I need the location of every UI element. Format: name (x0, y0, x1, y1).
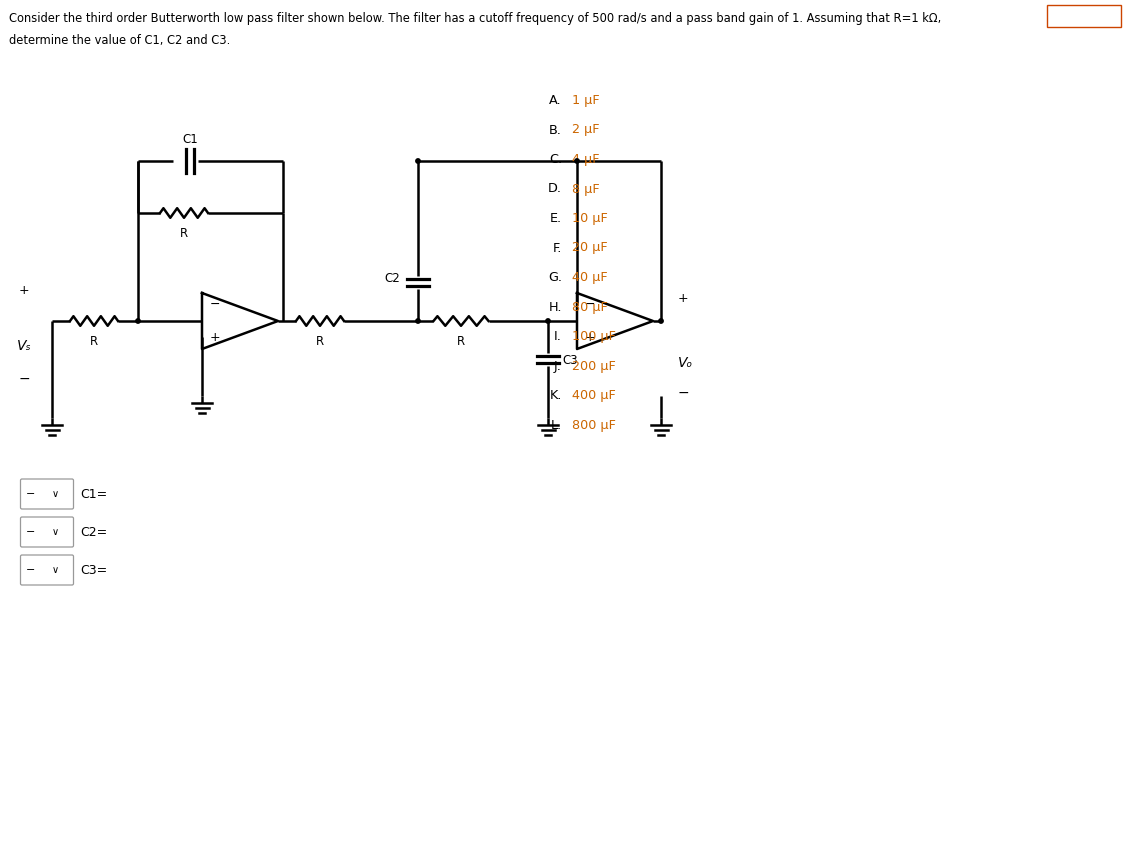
Text: G.: G. (548, 271, 562, 284)
Text: J.: J. (554, 359, 562, 372)
Text: Vₛ: Vₛ (17, 339, 32, 353)
Text: 800 μF: 800 μF (572, 418, 616, 431)
FancyBboxPatch shape (1047, 5, 1121, 27)
Text: 8 μF: 8 μF (572, 183, 600, 196)
Text: −: − (18, 372, 29, 386)
Text: 20 μF: 20 μF (572, 242, 608, 255)
Text: C3: C3 (562, 354, 578, 367)
Text: 4 μF: 4 μF (572, 153, 599, 166)
Text: −: − (585, 298, 596, 311)
Circle shape (135, 319, 140, 323)
Text: −: − (677, 386, 689, 400)
Text: H.: H. (548, 301, 562, 313)
Text: +: + (678, 293, 688, 306)
FancyBboxPatch shape (20, 479, 73, 509)
Text: +: + (19, 285, 29, 298)
Circle shape (575, 158, 579, 163)
Text: B.: B. (549, 124, 562, 137)
Text: R: R (316, 335, 324, 348)
Text: 100 μF: 100 μF (572, 330, 616, 343)
Circle shape (416, 158, 421, 163)
Text: +: + (210, 331, 221, 344)
Text: C1: C1 (182, 133, 197, 146)
Text: −: − (210, 298, 220, 311)
Text: 400 μF: 400 μF (572, 389, 616, 402)
Text: 80 μF: 80 μF (572, 301, 608, 313)
Text: K.: K. (549, 389, 562, 402)
Text: −: − (26, 489, 36, 499)
Text: R: R (180, 227, 188, 240)
Text: I.: I. (554, 330, 562, 343)
Text: R: R (90, 335, 98, 348)
Text: C3=: C3= (80, 564, 107, 577)
Text: C2: C2 (385, 273, 400, 286)
Text: L.: L. (550, 418, 562, 431)
Text: 2 μF: 2 μF (572, 124, 599, 137)
Text: C2=: C2= (80, 526, 107, 539)
Text: C.: C. (549, 153, 562, 166)
Text: −: − (26, 565, 36, 575)
Text: +: + (585, 331, 596, 344)
Text: −: − (26, 527, 36, 537)
Circle shape (416, 319, 421, 323)
Text: Consider the third order Butterworth low pass filter shown below. The filter has: Consider the third order Butterworth low… (9, 12, 941, 25)
Text: D.: D. (548, 183, 562, 196)
Text: F.: F. (553, 242, 562, 255)
Text: R: R (457, 335, 465, 348)
FancyBboxPatch shape (20, 517, 73, 547)
Text: ∨: ∨ (52, 527, 59, 537)
Text: ∨: ∨ (52, 489, 59, 499)
Text: 10 μF: 10 μF (572, 212, 608, 225)
Text: E.: E. (549, 212, 562, 225)
Text: determine the value of C1, C2 and C3.: determine the value of C1, C2 and C3. (9, 34, 230, 47)
Text: Vₒ: Vₒ (678, 356, 694, 370)
FancyBboxPatch shape (20, 555, 73, 585)
Text: 200 μF: 200 μF (572, 359, 616, 372)
Text: C1=: C1= (80, 488, 107, 501)
Text: A.: A. (549, 94, 562, 107)
Text: 40 μF: 40 μF (572, 271, 608, 284)
Circle shape (659, 319, 663, 323)
Text: ∨: ∨ (52, 565, 59, 575)
Circle shape (546, 319, 550, 323)
Text: 1 μF: 1 μF (572, 94, 600, 107)
